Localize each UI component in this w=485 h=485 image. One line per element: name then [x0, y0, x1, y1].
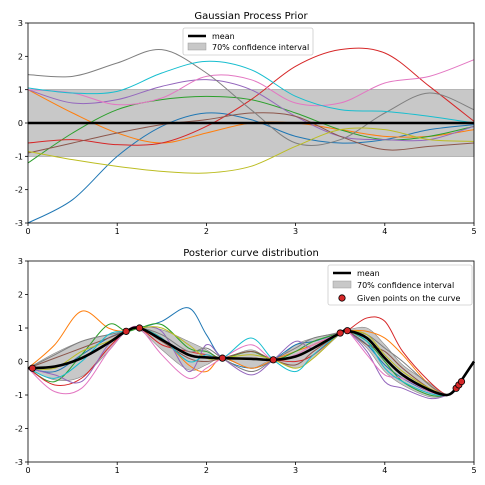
y-tick-label: 1: [18, 324, 23, 333]
given-points: [28, 324, 466, 392]
legend-box: [182, 27, 314, 56]
confidence-band-area: [27, 325, 475, 398]
given-point: [336, 329, 344, 337]
prior-sample-curves: [27, 47, 475, 224]
y-tick-label: 3: [18, 19, 23, 28]
x-tick-label: 1: [115, 227, 120, 236]
x-tick-label: 4: [382, 466, 387, 475]
given-point: [457, 377, 466, 386]
sample-curve-10: [27, 60, 475, 124]
prior-chart: Gaussian Process Prior 0 1 2 3 4 5 -3 -2…: [15, 11, 477, 236]
given-point: [122, 327, 130, 335]
x-tick-label: 0: [25, 466, 30, 475]
x-tick-label: 2: [204, 227, 209, 236]
prior-legend: mean 70% confidence interval: [182, 27, 314, 56]
y-tick-label: 0: [18, 358, 23, 367]
posterior-tick-marks: [25, 260, 475, 465]
x-tick-label: 5: [471, 466, 476, 475]
legend-label-mean: mean: [357, 269, 380, 278]
y-tick-label: -1: [15, 391, 23, 400]
y-tick-label: 2: [18, 52, 23, 61]
sample-curve-9: [27, 127, 475, 174]
sample-curve-7: [27, 59, 475, 107]
posterior-y-tick-labels: -3 -2 -1 0 1 2 3: [15, 257, 23, 467]
sample-curve-4: [27, 47, 475, 146]
x-tick-label: 3: [293, 227, 298, 236]
given-point: [135, 324, 144, 332]
posterior-chart: Posterior curve distribution 0 1 2 3 4 5…: [15, 248, 477, 475]
y-tick-label: 0: [18, 119, 23, 128]
posterior-legend: mean 70% confidence interval Given point…: [327, 264, 473, 306]
given-point: [218, 354, 227, 362]
legend-label-mean: mean: [212, 32, 235, 41]
prior-chart-title: Gaussian Process Prior: [194, 11, 308, 22]
legend-band-swatch: [332, 280, 352, 289]
prior-tick-marks: [25, 22, 475, 226]
x-tick-label: 2: [204, 466, 209, 475]
sample-curve-6: [27, 112, 475, 154]
posterior-x-tick-labels: 0 1 2 3 4 5: [25, 466, 476, 475]
x-tick-label: 4: [382, 227, 387, 236]
legend-label-band: 70% confidence interval: [212, 43, 309, 52]
x-tick-label: 0: [25, 227, 30, 236]
legend-label-points: Given points on the curve: [357, 294, 460, 303]
y-tick-label: -3: [15, 458, 23, 467]
x-tick-label: 1: [115, 466, 120, 475]
legend-points-swatch: [338, 294, 346, 302]
legend-box: [327, 264, 473, 306]
posterior-confidence-band: [27, 325, 475, 398]
prior-x-tick-labels: 0 1 2 3 4 5: [25, 227, 476, 236]
sample-curve-8: [27, 49, 475, 146]
y-tick-label: 1: [18, 86, 23, 95]
given-point: [343, 327, 351, 335]
given-point: [28, 364, 37, 372]
y-tick-label: -2: [15, 186, 23, 195]
x-tick-label: 5: [471, 227, 476, 236]
y-tick-label: -1: [15, 152, 23, 161]
y-tick-label: 2: [18, 291, 23, 300]
y-tick-label: -2: [15, 425, 23, 434]
y-tick-label: 3: [18, 257, 23, 266]
prior-y-tick-labels: -3 -2 -1 0 1 2 3: [15, 19, 23, 228]
x-tick-label: 3: [293, 466, 298, 475]
y-tick-label: -3: [15, 219, 23, 228]
posterior-chart-title: Posterior curve distribution: [183, 248, 319, 259]
given-point: [269, 356, 277, 364]
legend-band-swatch: [187, 42, 207, 51]
legend-label-band: 70% confidence interval: [357, 281, 454, 290]
